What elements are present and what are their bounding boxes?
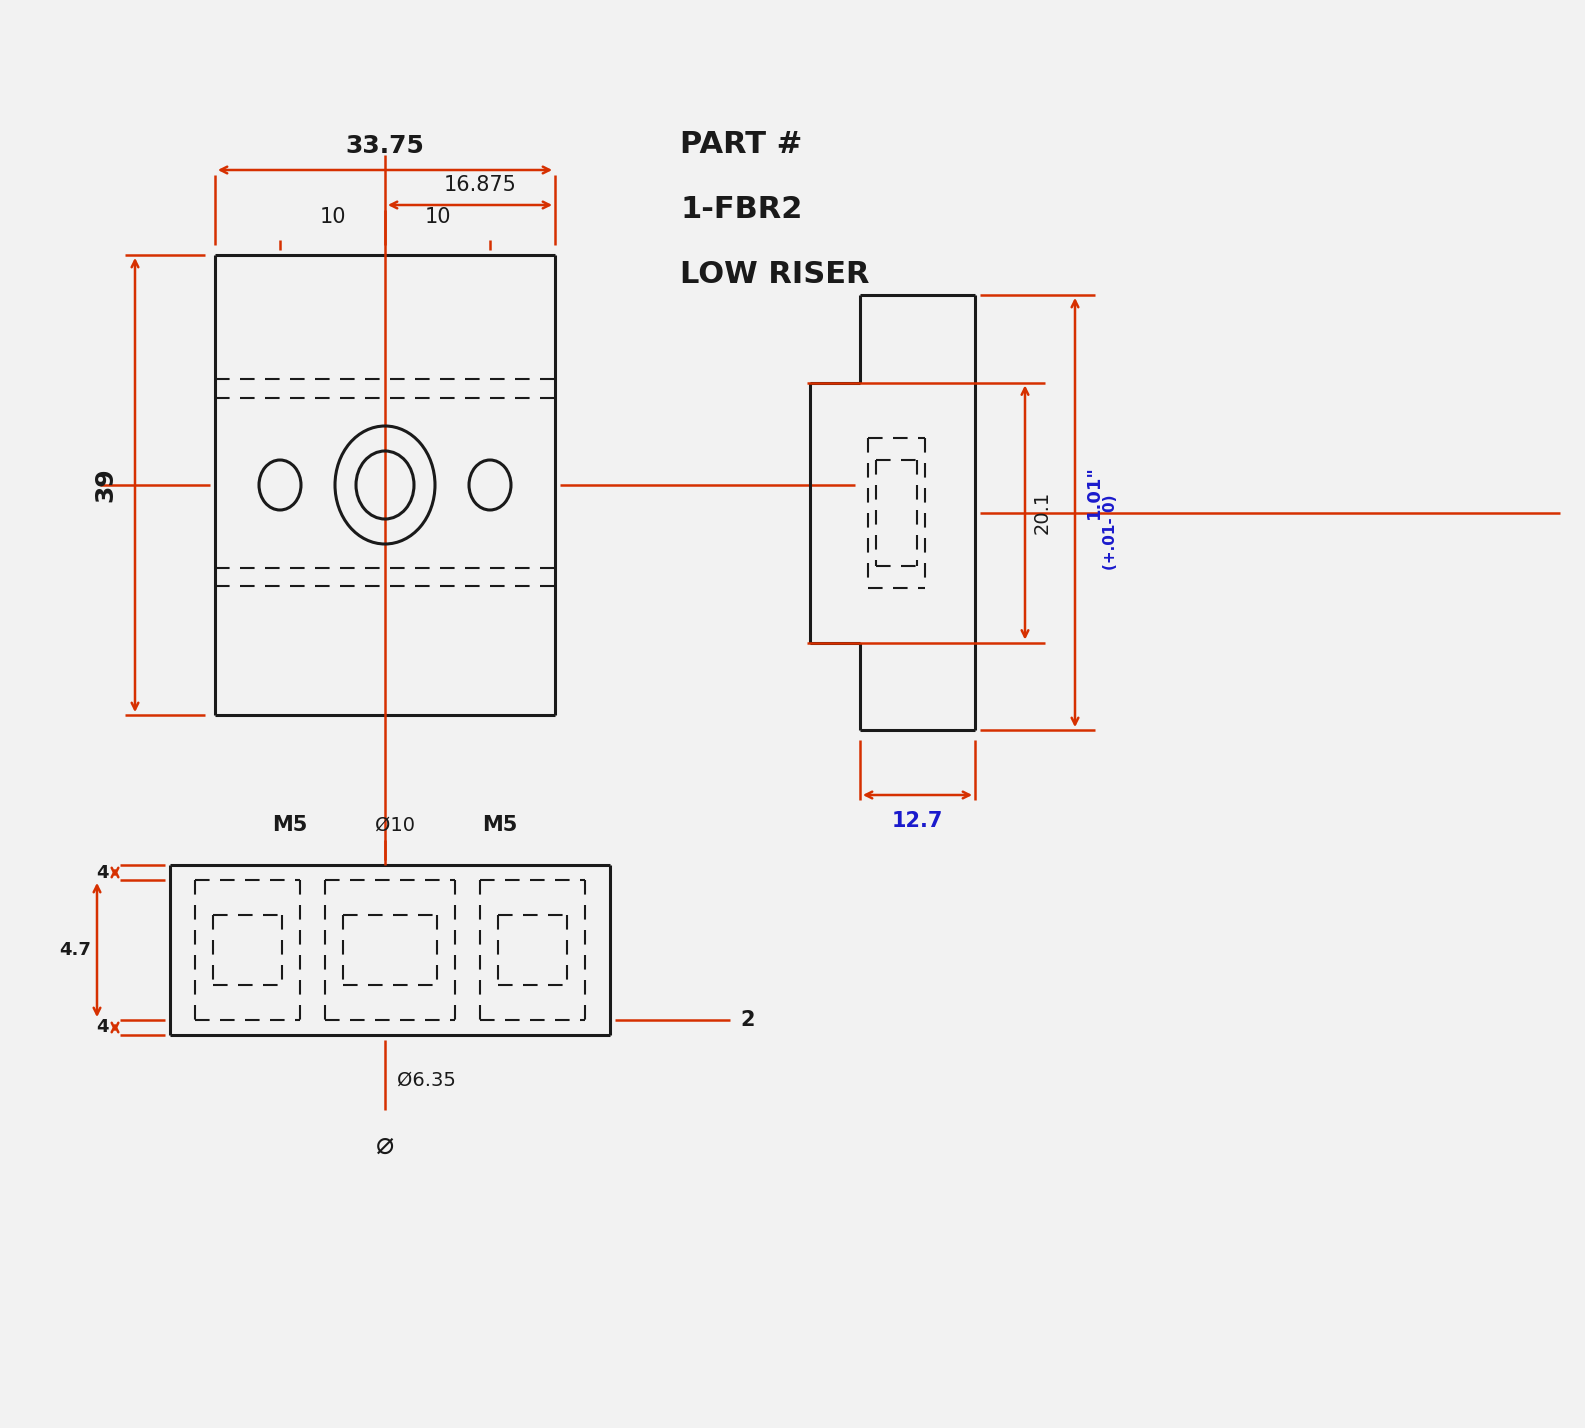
Text: 33.75: 33.75 — [346, 134, 425, 159]
Text: Ø10: Ø10 — [376, 815, 415, 835]
Text: 39: 39 — [94, 467, 117, 503]
Text: 4.7: 4.7 — [59, 941, 90, 960]
Text: 16.875: 16.875 — [444, 176, 517, 196]
Text: M5: M5 — [482, 815, 518, 835]
Text: 10: 10 — [425, 207, 450, 227]
Text: 1-FBR2: 1-FBR2 — [680, 196, 802, 224]
Text: LOW RISER: LOW RISER — [680, 260, 870, 288]
Text: ⌀: ⌀ — [376, 1131, 395, 1160]
Text: 1.01": 1.01" — [1086, 466, 1103, 520]
Text: PART #: PART # — [680, 130, 802, 159]
Text: 4: 4 — [97, 1018, 109, 1037]
Text: Ø6.35: Ø6.35 — [396, 1071, 456, 1090]
Text: (+.01- 0): (+.01- 0) — [1103, 494, 1117, 570]
Text: M5: M5 — [273, 815, 307, 835]
Text: 12.7: 12.7 — [892, 811, 943, 831]
Text: 10: 10 — [319, 207, 346, 227]
Text: 2: 2 — [740, 1010, 754, 1030]
Text: 4: 4 — [97, 864, 109, 881]
Text: 20.1: 20.1 — [1033, 491, 1052, 534]
